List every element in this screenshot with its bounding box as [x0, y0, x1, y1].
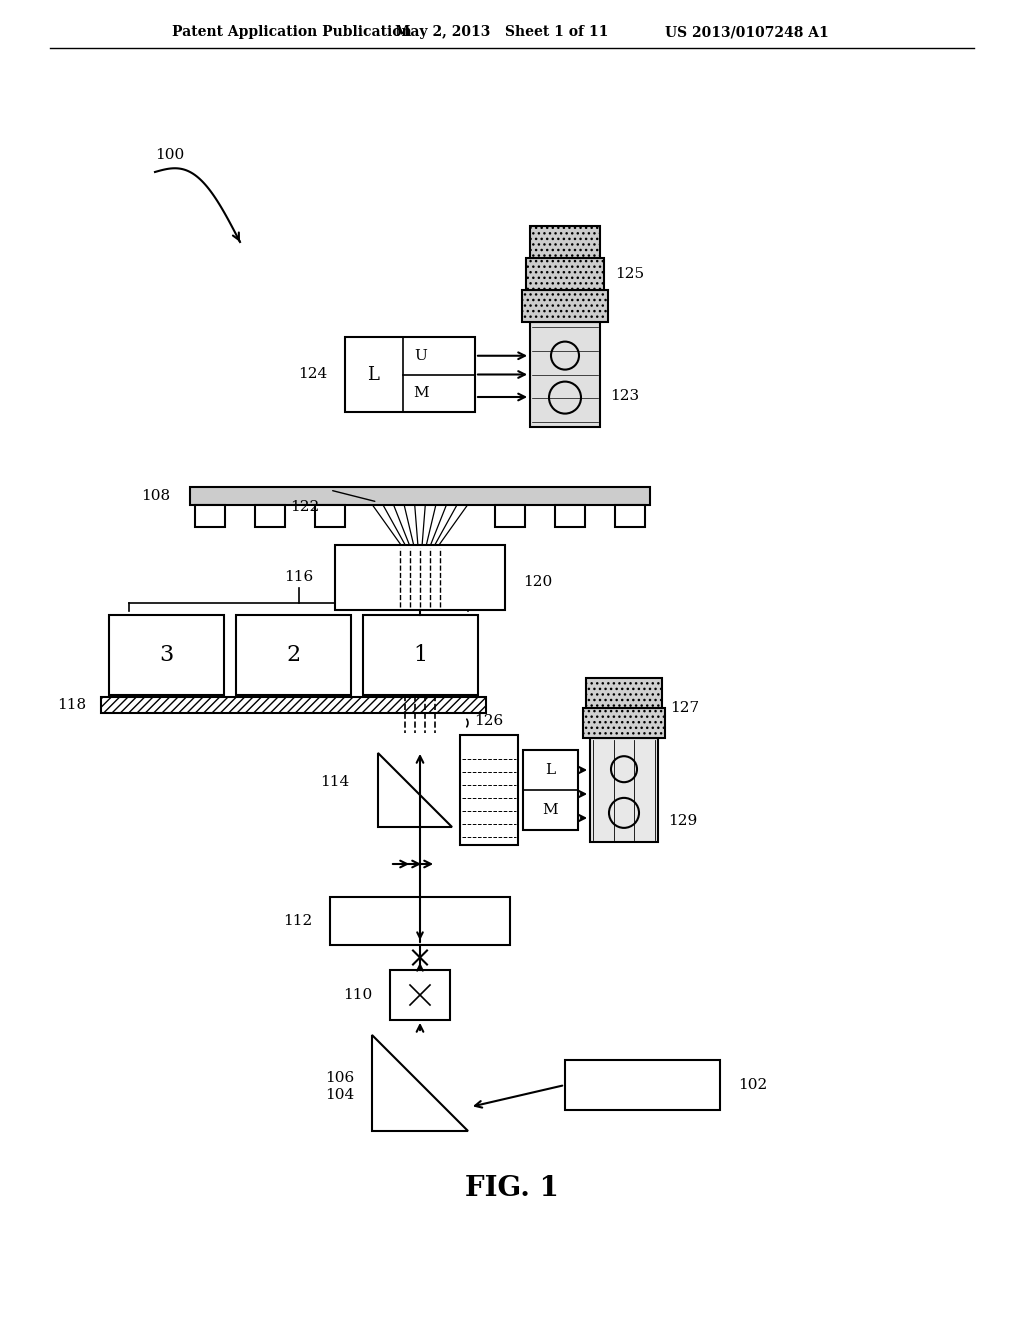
Text: 120: 120 — [523, 576, 552, 590]
Text: L: L — [367, 366, 379, 384]
Bar — [583, 708, 665, 738]
Text: 106: 106 — [325, 1071, 354, 1085]
Text: 1: 1 — [414, 644, 428, 667]
Bar — [526, 257, 604, 290]
Text: 127: 127 — [670, 701, 699, 715]
Text: 2: 2 — [287, 644, 301, 667]
Bar — [255, 506, 285, 527]
Bar — [530, 322, 600, 426]
Text: 123: 123 — [610, 388, 639, 403]
Bar — [390, 970, 450, 1020]
Text: 114: 114 — [319, 775, 349, 789]
Bar — [236, 615, 351, 696]
Text: Patent Application Publication: Patent Application Publication — [172, 25, 412, 40]
Text: 129: 129 — [668, 814, 697, 828]
Bar — [615, 506, 645, 527]
Bar — [460, 735, 518, 845]
Bar — [565, 1060, 720, 1110]
Text: 3: 3 — [160, 644, 174, 667]
Bar — [195, 506, 225, 527]
Bar — [335, 545, 505, 610]
Text: M: M — [414, 387, 429, 400]
Text: L: L — [546, 763, 556, 777]
Text: 122: 122 — [290, 500, 319, 513]
Text: 124: 124 — [298, 367, 327, 381]
Text: May 2, 2013   Sheet 1 of 11: May 2, 2013 Sheet 1 of 11 — [395, 25, 608, 40]
Bar — [495, 506, 525, 527]
Text: 118: 118 — [57, 698, 86, 711]
Text: M: M — [543, 803, 558, 817]
Text: 126: 126 — [474, 714, 504, 729]
Text: 112: 112 — [283, 913, 312, 928]
Bar — [330, 898, 510, 945]
Text: 104: 104 — [325, 1088, 354, 1102]
Text: 100: 100 — [155, 148, 184, 162]
Bar — [555, 506, 585, 527]
Text: FIG. 1: FIG. 1 — [465, 1175, 559, 1201]
Bar — [530, 226, 600, 257]
Text: 116: 116 — [284, 570, 313, 583]
Bar — [109, 615, 224, 696]
Text: 108: 108 — [141, 488, 170, 503]
Text: 102: 102 — [738, 1078, 767, 1092]
Bar — [315, 506, 345, 527]
Bar — [345, 337, 475, 412]
Bar — [101, 697, 486, 713]
Bar — [586, 678, 662, 708]
Text: US 2013/0107248 A1: US 2013/0107248 A1 — [665, 25, 828, 40]
Text: 125: 125 — [615, 267, 644, 281]
Text: U: U — [415, 348, 427, 363]
Bar — [523, 750, 578, 830]
Bar — [362, 615, 478, 696]
Bar — [190, 487, 650, 506]
Text: 110: 110 — [343, 987, 372, 1002]
Bar — [590, 738, 658, 842]
Bar — [522, 290, 608, 322]
